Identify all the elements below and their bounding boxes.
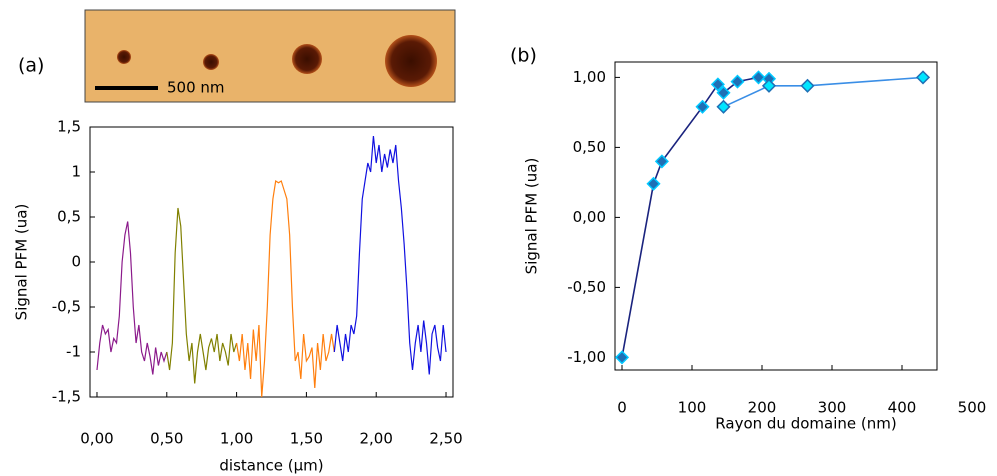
plot-frame (89, 126, 454, 398)
y-axis-label: Signal PFM (ua) (13, 204, 31, 321)
y-tick-label: -1,00 (567, 348, 606, 366)
panel-label: (a) (18, 55, 44, 77)
y-tick-label: -1,5 (52, 388, 81, 406)
x-axis-label: Rayon du domaine (nm) (715, 415, 896, 433)
y-tick-label: 0,50 (573, 138, 606, 156)
x-tick-label: 200 (748, 399, 777, 417)
y-tick-label: 0,5 (57, 208, 81, 226)
y-tick-label: 1 (71, 163, 81, 181)
data-point (646, 176, 661, 191)
y-axis-label: Signal PFM (ua) (523, 158, 541, 275)
x-tick-label: 0,00 (80, 430, 113, 448)
scale-label: 500 nm (167, 79, 225, 97)
data-line (236, 179, 335, 398)
domain (292, 44, 322, 74)
y-tick-label: 1,5 (57, 118, 81, 136)
data-point (654, 154, 669, 169)
y-tick-label: -1 (66, 343, 81, 361)
x-tick-label: 2,50 (429, 430, 462, 448)
data-point (915, 70, 931, 85)
y-tick-label: 1,00 (573, 68, 606, 86)
data-point (695, 99, 710, 114)
data-point (800, 78, 815, 93)
y-tick-label: -0,5 (52, 298, 81, 316)
domain (117, 50, 131, 64)
data-point (716, 99, 731, 114)
data-point (730, 74, 745, 89)
data-point (710, 77, 725, 92)
data-point (716, 85, 731, 100)
data-line (166, 207, 238, 384)
y-tick-label: 0,00 (573, 208, 606, 226)
data-line (333, 135, 447, 375)
x-tick-label: 0 (617, 399, 627, 417)
domain (385, 35, 437, 87)
data-line (621, 76, 770, 358)
y-tick-label: -0,50 (567, 278, 606, 296)
x-tick-label: 300 (818, 399, 847, 417)
x-tick-label: 1,00 (220, 430, 253, 448)
x-tick-label: 1,50 (290, 430, 323, 448)
x-tick-label: 500 (958, 399, 987, 417)
data-point (614, 350, 630, 365)
x-tick-label: 2,00 (360, 430, 393, 448)
x-axis-label: distance (µm) (219, 457, 323, 475)
data-point (761, 78, 777, 93)
panel-label: (b) (510, 45, 537, 67)
x-tick-label: 100 (678, 399, 707, 417)
data-point (751, 70, 766, 85)
y-tick-label: 0 (71, 253, 81, 271)
x-tick-label: 0,50 (150, 430, 183, 448)
plot-frame (614, 61, 938, 371)
data-line (96, 221, 168, 375)
data-line (723, 76, 924, 108)
afm-image: 500 nm (84, 9, 456, 103)
domain (203, 54, 219, 70)
x-tick-label: 400 (888, 399, 917, 417)
